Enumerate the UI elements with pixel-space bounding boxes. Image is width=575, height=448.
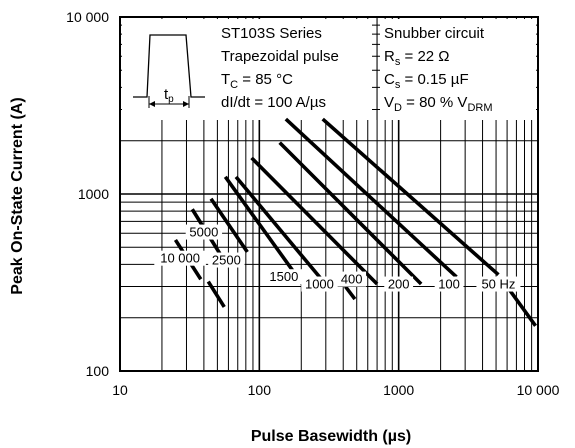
condition-left-line: dI/dt = 100 A/µs <box>221 94 326 111</box>
x-tick-label: 10 000 <box>517 382 560 398</box>
x-axis-label: Pulse Basewidth (µs) <box>251 428 411 445</box>
x-tick-label: 10 <box>112 382 128 398</box>
curve-100 <box>284 117 458 279</box>
curve-label-bg <box>185 224 223 240</box>
curve-label: 1500 <box>269 269 298 284</box>
curve-label: 2500 <box>212 253 241 268</box>
chart-curves <box>173 117 537 327</box>
trapezoid-waveform <box>133 34 205 98</box>
curve-label: 1000 <box>305 277 334 292</box>
condition-right-line: Snubber circuit <box>384 25 485 42</box>
y-axis-label: Peak On-State Current (A) <box>9 97 26 294</box>
curve-label-bg <box>265 269 303 285</box>
curve-2500 <box>209 197 249 254</box>
condition-right-line: Rs = 22 Ω <box>384 48 450 68</box>
curve-segment-1 <box>206 280 226 308</box>
plot-frame <box>119 16 539 372</box>
curve-label-bg <box>384 276 414 292</box>
curve-1500 <box>223 175 306 288</box>
x-tick-label: 100 <box>248 382 272 398</box>
condition-left-line: Trapezoidal pulse <box>221 48 339 65</box>
curve-1000 <box>234 175 332 291</box>
y-tick-label: 100 <box>86 363 110 379</box>
condition-left-line: ST103S Series <box>221 25 322 42</box>
curve-label: 5000 <box>189 225 218 240</box>
curve-segment-6 <box>344 285 357 301</box>
conditions-box-left <box>122 19 372 120</box>
curve-50-hz <box>321 117 500 277</box>
curve-label-bg <box>301 276 338 292</box>
y-tick-label: 1000 <box>78 186 109 202</box>
condition-right-line: Cs = 0.15 µF <box>384 71 469 91</box>
curve-label-bg <box>337 271 367 287</box>
curve-label: 100 <box>438 277 460 292</box>
x-tick-label: 1000 <box>383 382 414 398</box>
condition-left-line: TC = 85 °C <box>221 71 293 91</box>
curve-segment-11 <box>505 285 537 327</box>
condition-right-line: VD = 80 % VDRM <box>384 94 493 114</box>
curve-label: 200 <box>388 277 410 292</box>
y-tick-label: 10 000 <box>66 9 109 25</box>
curve-400 <box>250 156 379 286</box>
curve-label: 400 <box>341 272 363 287</box>
conditions-box-right <box>380 19 536 120</box>
tp-arrow-right <box>183 101 189 107</box>
curve-labels: 10 000 5000 2500 1500 1000 400 200 100 50 Hz <box>154 224 521 292</box>
tp-label: tp <box>164 86 174 105</box>
curve-label-bg <box>154 250 206 266</box>
curve-label: 50 Hz <box>481 277 515 292</box>
curve-label-bg <box>434 276 464 292</box>
conditions-notes: ST103S Series Trapezoidal pulse TC = 85 °C… <box>221 25 493 114</box>
curve-label-bg <box>476 276 521 292</box>
inset-waveform: tp <box>133 34 205 108</box>
curve-label-bg <box>208 252 245 268</box>
curve-200 <box>278 141 423 286</box>
curve-label: 10 000 <box>160 251 200 266</box>
tp-arrow-left <box>149 101 155 107</box>
